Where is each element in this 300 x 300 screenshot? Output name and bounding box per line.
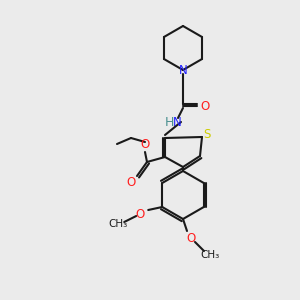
Text: O: O <box>186 232 196 245</box>
Text: O: O <box>126 176 136 188</box>
Text: O: O <box>200 100 210 112</box>
Text: CH₃: CH₃ <box>109 219 128 229</box>
Text: N: N <box>172 116 182 128</box>
Text: O: O <box>140 139 150 152</box>
Text: H: H <box>164 116 174 128</box>
Text: N: N <box>178 64 188 76</box>
Text: CH₃: CH₃ <box>200 250 220 260</box>
Text: O: O <box>136 208 145 221</box>
Text: S: S <box>203 128 211 142</box>
